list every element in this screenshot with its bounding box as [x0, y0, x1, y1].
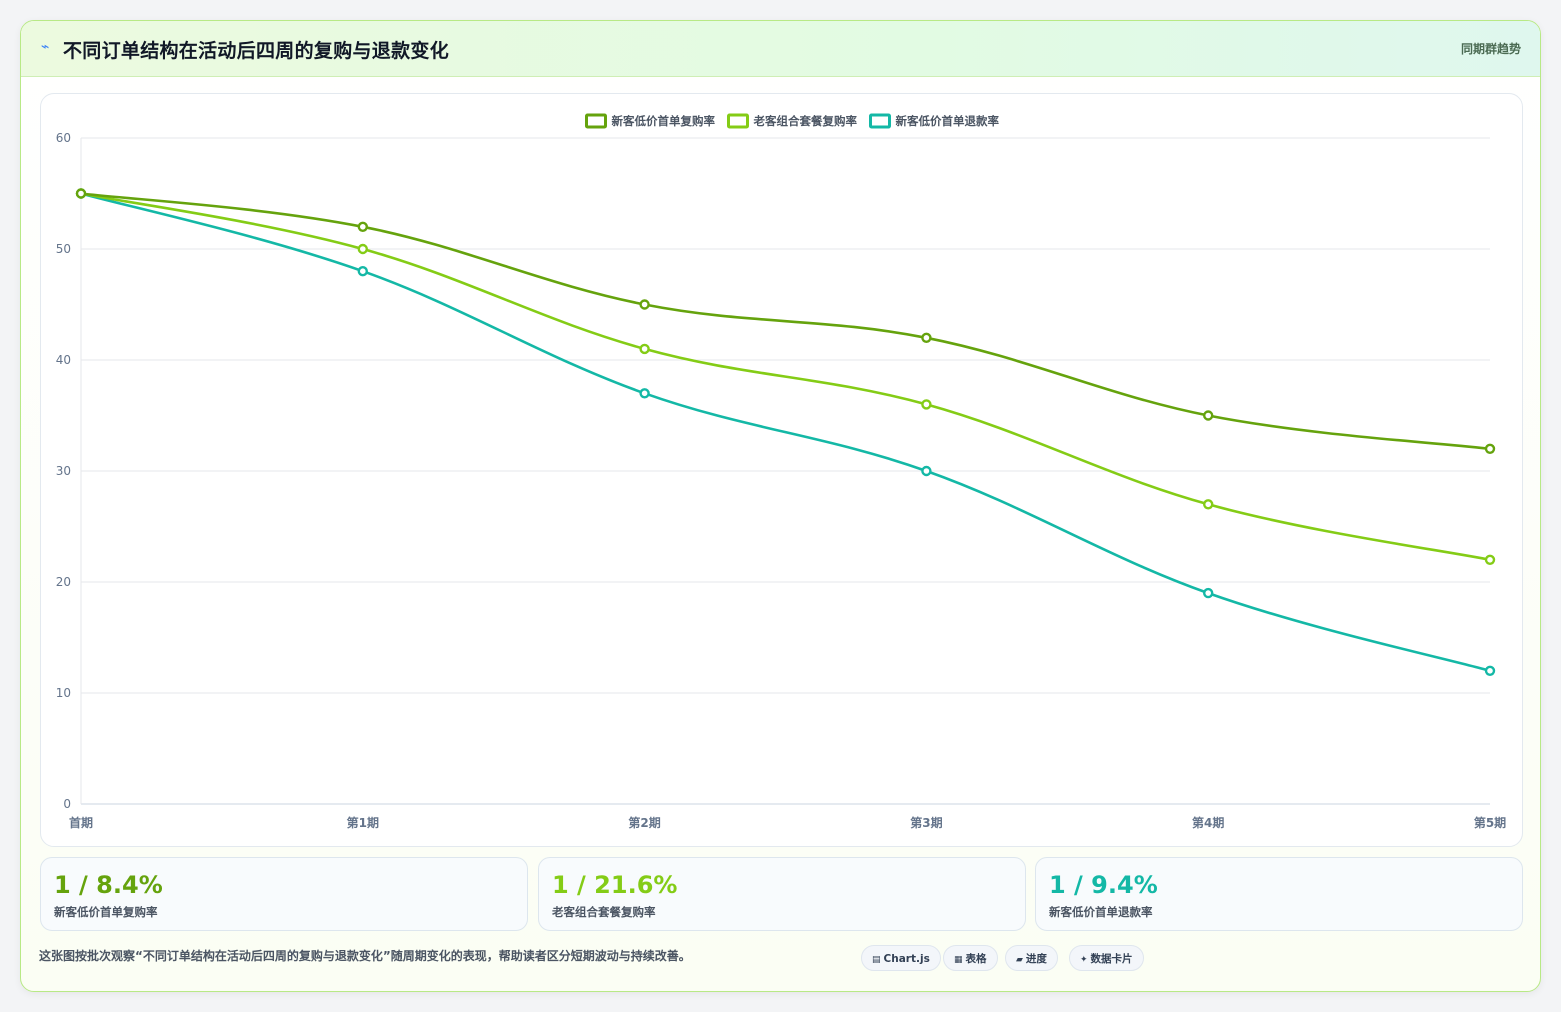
data-point	[357, 243, 368, 255]
page-title: 不同订单结构在活动后四周的复购与退款变化	[63, 40, 450, 62]
x-tick-label: 第5期	[1474, 815, 1506, 830]
data-point	[1202, 587, 1214, 599]
stat-value: 1 / 8.4%	[54, 871, 163, 899]
data-point	[639, 388, 650, 399]
table-icon: ▦	[954, 955, 963, 965]
stat-card-old-repurchase: 1 / 21.6% 老客组合套餐复购率	[538, 857, 1026, 931]
x-tick-label: 第2期	[628, 815, 660, 830]
y-tick-label: 60	[56, 131, 71, 145]
bolt-icon: ⌁	[41, 39, 50, 55]
data-point	[639, 343, 650, 355]
stat-value: 1 / 9.4%	[1049, 871, 1158, 899]
y-tick-label: 40	[56, 353, 71, 367]
x-tick-label: 第4期	[1192, 815, 1224, 830]
y-tick-label: 50	[56, 242, 71, 256]
chip-label: Chart.js	[883, 953, 930, 965]
chip-label: 进度	[1025, 953, 1047, 965]
stat-label: 新客低价首单退款率	[1049, 905, 1153, 919]
x-tick-label: 首期	[69, 815, 93, 830]
sparkle-icon: ✦	[1080, 955, 1088, 965]
legend-swatch	[727, 113, 749, 129]
data-point	[921, 332, 932, 344]
series-line	[79, 192, 1492, 451]
chip-table[interactable]: ▦ 表格	[943, 945, 998, 971]
data-point	[75, 188, 87, 199]
series-line	[79, 192, 1492, 673]
chip-progress[interactable]: ▰ 进度	[1005, 945, 1058, 971]
legend-label: 新客低价首单复购率	[612, 114, 716, 128]
y-tick-label: 0	[63, 797, 71, 811]
series-line	[79, 192, 1492, 562]
data-point	[1202, 499, 1214, 510]
y-tick-label: 30	[56, 464, 71, 478]
data-point	[357, 265, 368, 277]
stat-label: 新客低价首单复购率	[54, 905, 158, 919]
chip-label: 数据卡片	[1090, 953, 1133, 965]
card-header: ⌁ 不同订单结构在活动后四周的复购与退款变化 同期群趋势	[21, 21, 1540, 77]
legend-label: 新客低价首单退款率	[896, 114, 1000, 128]
chip-label: 表格	[965, 953, 987, 965]
chart-icon: ▤	[872, 955, 881, 965]
legend-swatch	[585, 113, 607, 129]
data-point	[1484, 554, 1496, 565]
header-badge: 同期群趋势	[1460, 42, 1521, 56]
footer-note: 这张图按批次观察“不同订单结构在活动后四周的复购与退款变化”随周期变化的表现，帮…	[39, 949, 691, 963]
data-point	[1484, 665, 1496, 676]
stat-label: 老客组合套餐复购率	[552, 905, 656, 919]
line-chart: 0 10 20 30 40 50 60 首期 第1期 第2期 第3期 第4期 第5期 新客低价首单复购率 老…	[56, 113, 1506, 830]
chart-card: ⌁ 不同订单结构在活动后四周的复购与退款变化 同期群趋势 0 10 20 30 40 50…	[20, 20, 1541, 992]
data-point	[921, 465, 932, 477]
legend-label: 老客组合套餐复购率	[753, 114, 858, 128]
data-point	[921, 399, 932, 410]
chip-chartjs[interactable]: ▤ Chart.js	[861, 945, 941, 971]
data-point	[1484, 443, 1496, 454]
y-tick-label: 10	[56, 686, 71, 700]
y-tick-label: 20	[56, 575, 71, 589]
data-point	[357, 221, 368, 233]
data-point	[1202, 410, 1214, 421]
chart-panel: 0 10 20 30 40 50 60 首期 第1期 第2期 第3期 第4期 第5期 新客低价首单复购率 老…	[40, 93, 1523, 847]
x-tick-label: 第1期	[347, 815, 379, 830]
progress-icon: ▰	[1016, 955, 1023, 965]
x-tick-label: 第3期	[910, 815, 942, 830]
stat-card-new-refund: 1 / 9.4% 新客低价首单退款率	[1035, 857, 1523, 931]
stat-value: 1 / 21.6%	[552, 871, 678, 899]
stat-card-new-repurchase: 1 / 8.4% 新客低价首单复购率	[40, 857, 528, 931]
legend-swatch	[869, 113, 891, 129]
data-point	[639, 299, 650, 310]
chip-data-card[interactable]: ✦ 数据卡片	[1069, 945, 1144, 971]
